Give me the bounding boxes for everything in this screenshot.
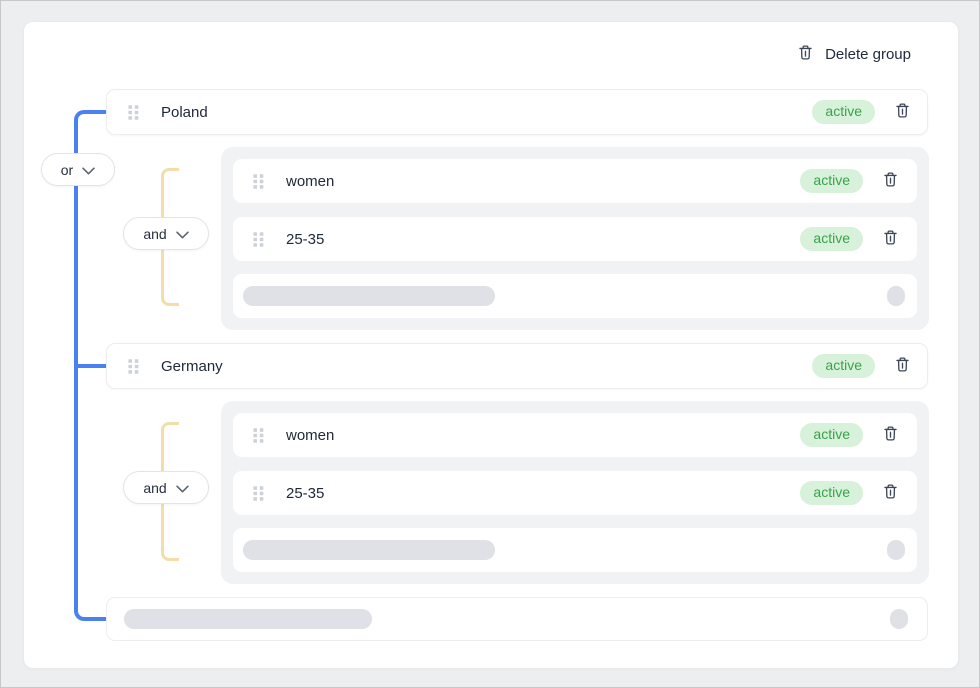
condition-label: 25-35 xyxy=(286,230,325,248)
status-badge: active xyxy=(800,481,863,505)
chevron-down-icon xyxy=(175,226,189,242)
condition-row-25-35: 25-35 active xyxy=(233,471,917,515)
or-connector-line xyxy=(74,110,108,621)
condition-row-women: women active xyxy=(233,159,917,203)
condition-label: 25-35 xyxy=(286,484,325,502)
drag-handle-icon[interactable] xyxy=(127,358,140,375)
chevron-down-icon xyxy=(82,162,95,178)
trash-icon xyxy=(882,229,899,249)
group-row-poland: Poland active xyxy=(106,89,928,135)
trash-icon xyxy=(894,356,911,376)
condition-label: women xyxy=(286,172,335,190)
trash-icon xyxy=(894,102,911,122)
root-operator-dropdown[interactable]: or xyxy=(41,153,115,186)
drag-handle-icon[interactable] xyxy=(252,173,265,190)
skeleton-dot xyxy=(887,286,905,306)
trash-icon xyxy=(797,44,814,65)
condition-row-women: women active xyxy=(233,413,917,457)
trash-icon xyxy=(882,171,899,191)
root-operator-value: or xyxy=(60,161,74,178)
delete-row-button[interactable] xyxy=(882,483,899,503)
drag-handle-icon[interactable] xyxy=(252,485,265,502)
group-row-germany: Germany active xyxy=(106,343,928,389)
status-badge: active xyxy=(800,227,863,251)
group2-operator-value: and xyxy=(143,479,167,496)
group-label: Germany xyxy=(161,357,223,375)
skeleton-dot xyxy=(887,540,905,560)
drag-handle-icon[interactable] xyxy=(252,231,265,248)
delete-group-label: Delete group xyxy=(825,45,911,63)
group1-operator-dropdown[interactable]: and xyxy=(123,217,209,250)
trash-icon xyxy=(882,483,899,503)
skeleton-bar xyxy=(243,540,495,560)
skeleton-bar xyxy=(124,609,372,629)
delete-row-button[interactable] xyxy=(894,102,911,122)
chevron-down-icon xyxy=(175,480,189,496)
trash-icon xyxy=(882,425,899,445)
placeholder-row xyxy=(233,274,917,318)
delete-row-button[interactable] xyxy=(894,356,911,376)
condition-row-25-35: 25-35 active xyxy=(233,217,917,261)
or-connector-branch xyxy=(78,364,106,368)
skeleton-bar xyxy=(243,286,495,306)
delete-row-button[interactable] xyxy=(882,229,899,249)
group2-operator-dropdown[interactable]: and xyxy=(123,471,209,504)
status-badge: active xyxy=(800,423,863,447)
placeholder-group-row xyxy=(106,597,928,641)
condition-label: women xyxy=(286,426,335,444)
skeleton-dot xyxy=(890,609,908,629)
status-badge: active xyxy=(812,100,875,124)
delete-row-button[interactable] xyxy=(882,425,899,445)
group1-operator-value: and xyxy=(143,225,167,242)
delete-row-button[interactable] xyxy=(882,171,899,191)
delete-group-button[interactable]: Delete group xyxy=(797,41,911,67)
group-label: Poland xyxy=(161,103,208,121)
drag-handle-icon[interactable] xyxy=(252,427,265,444)
placeholder-row xyxy=(233,528,917,572)
status-badge: active xyxy=(800,169,863,193)
status-badge: active xyxy=(812,354,875,378)
drag-handle-icon[interactable] xyxy=(127,104,140,121)
